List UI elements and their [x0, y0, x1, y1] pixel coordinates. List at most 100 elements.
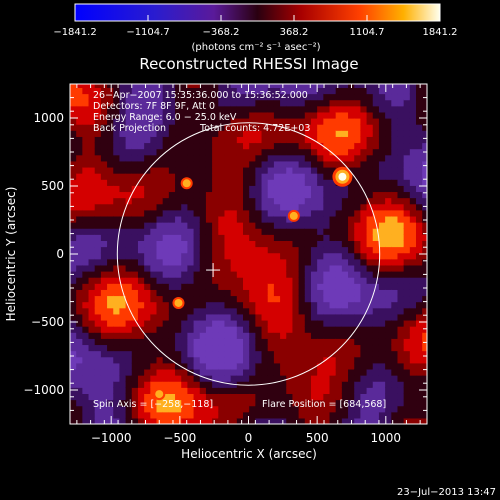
heatmap-cell — [286, 393, 294, 401]
heatmap-cell — [397, 381, 405, 388]
heatmap-cell — [292, 405, 300, 413]
heatmap-cell — [236, 234, 244, 241]
heatmap-cell — [125, 209, 133, 217]
heatmap-cell — [187, 295, 195, 303]
heatmap-cell — [335, 246, 343, 254]
heatmap-cell — [119, 191, 127, 199]
heatmap-cell — [310, 197, 318, 205]
y-tick-label: −500 — [31, 315, 64, 329]
heatmap-cell — [372, 240, 380, 248]
heatmap-cell — [249, 252, 256, 260]
heatmap-cell — [249, 154, 256, 162]
chart-title: Reconstructed RHESSI Image — [139, 55, 358, 73]
heatmap-cell — [323, 277, 331, 284]
heatmap-cell — [292, 105, 300, 113]
heatmap-cell — [304, 344, 312, 352]
heatmap-cell — [119, 283, 127, 290]
heatmap-cell — [385, 301, 392, 309]
heatmap-cell — [212, 142, 219, 150]
heatmap-cell — [205, 295, 213, 303]
heatmap-cell — [416, 332, 423, 339]
heatmap-cell — [218, 130, 226, 137]
heatmap-cell — [218, 313, 226, 321]
heatmap-cell — [255, 191, 263, 199]
heatmap-cell — [416, 417, 423, 424]
heatmap-cell — [385, 160, 392, 168]
heatmap-cell — [366, 87, 374, 95]
heatmap-cell — [255, 215, 263, 223]
heatmap-cell — [385, 130, 392, 137]
heatmap-cell — [199, 124, 207, 131]
heatmap-cell — [168, 142, 176, 150]
heatmap-cell — [409, 105, 417, 113]
heatmap-cell — [212, 228, 219, 235]
heatmap-cell — [298, 319, 306, 327]
heatmap-cell — [236, 338, 244, 346]
heatmap-cell — [273, 105, 281, 113]
heatmap-cell — [94, 338, 102, 346]
heatmap-cell — [193, 215, 201, 223]
heatmap-cell — [378, 111, 386, 119]
heatmap-cell — [273, 203, 281, 211]
bright-source-core — [338, 172, 347, 181]
heatmap-cell — [113, 234, 121, 241]
heatmap-cell — [193, 191, 201, 199]
heatmap-cell — [403, 99, 411, 107]
heatmap-cell — [88, 258, 96, 266]
heatmap-cell — [175, 93, 182, 101]
heatmap-cell — [230, 105, 238, 113]
heatmap-cell — [391, 387, 399, 394]
heatmap-cell — [107, 319, 114, 327]
heatmap-cell — [243, 375, 250, 382]
heatmap-cell — [100, 307, 108, 315]
heatmap-cell — [113, 252, 121, 260]
heatmap-cell — [175, 307, 182, 315]
heatmap-cell — [150, 228, 158, 235]
heatmap-cell — [385, 381, 392, 388]
heatmap-cell — [310, 319, 318, 327]
heatmap-cell — [317, 350, 324, 358]
heatmap-cell — [144, 326, 151, 333]
heatmap-cell — [261, 173, 269, 180]
heatmap-cell — [317, 185, 324, 193]
heatmap-cell — [323, 191, 331, 199]
heatmap-cell — [385, 197, 392, 205]
heatmap-cell — [360, 197, 368, 205]
heatmap-cell — [107, 124, 114, 131]
heatmap-cell — [199, 381, 207, 388]
heatmap-cell — [409, 289, 417, 297]
heatmap-cell — [422, 111, 427, 119]
heatmap-cell — [391, 252, 399, 260]
heatmap-cell — [162, 350, 170, 358]
heatmap-cell — [298, 99, 306, 107]
heatmap-cell — [113, 93, 121, 101]
heatmap-cell — [181, 301, 188, 309]
heatmap-cell — [335, 356, 343, 364]
heatmap-cell — [107, 173, 114, 180]
heatmap-cell — [193, 111, 201, 119]
heatmap-cell — [372, 148, 380, 156]
heatmap-cell — [391, 142, 399, 150]
heatmap-cell — [144, 234, 151, 241]
heatmap-cell — [310, 368, 318, 376]
heatmap-cell — [341, 417, 349, 424]
heatmap-cell — [354, 105, 362, 113]
heatmap-cell — [150, 154, 158, 162]
heatmap-cell — [261, 368, 269, 376]
heatmap-cell — [422, 136, 427, 144]
heatmap-cell — [236, 375, 244, 382]
heatmap-cell — [150, 258, 158, 266]
heatmap-cell — [212, 368, 219, 376]
heatmap-cell — [187, 258, 195, 266]
heatmap-cell — [193, 148, 201, 156]
heatmap-cell — [187, 197, 195, 205]
heatmap-cell — [261, 87, 269, 95]
heatmap-cell — [280, 356, 287, 364]
heatmap-cell — [113, 222, 121, 229]
heatmap-cell — [131, 393, 139, 401]
heatmap-cell — [310, 381, 318, 388]
heatmap-cell — [360, 381, 368, 388]
heatmap-cell — [224, 381, 232, 388]
heatmap-cell — [372, 173, 380, 180]
heatmap-cell — [100, 93, 108, 101]
